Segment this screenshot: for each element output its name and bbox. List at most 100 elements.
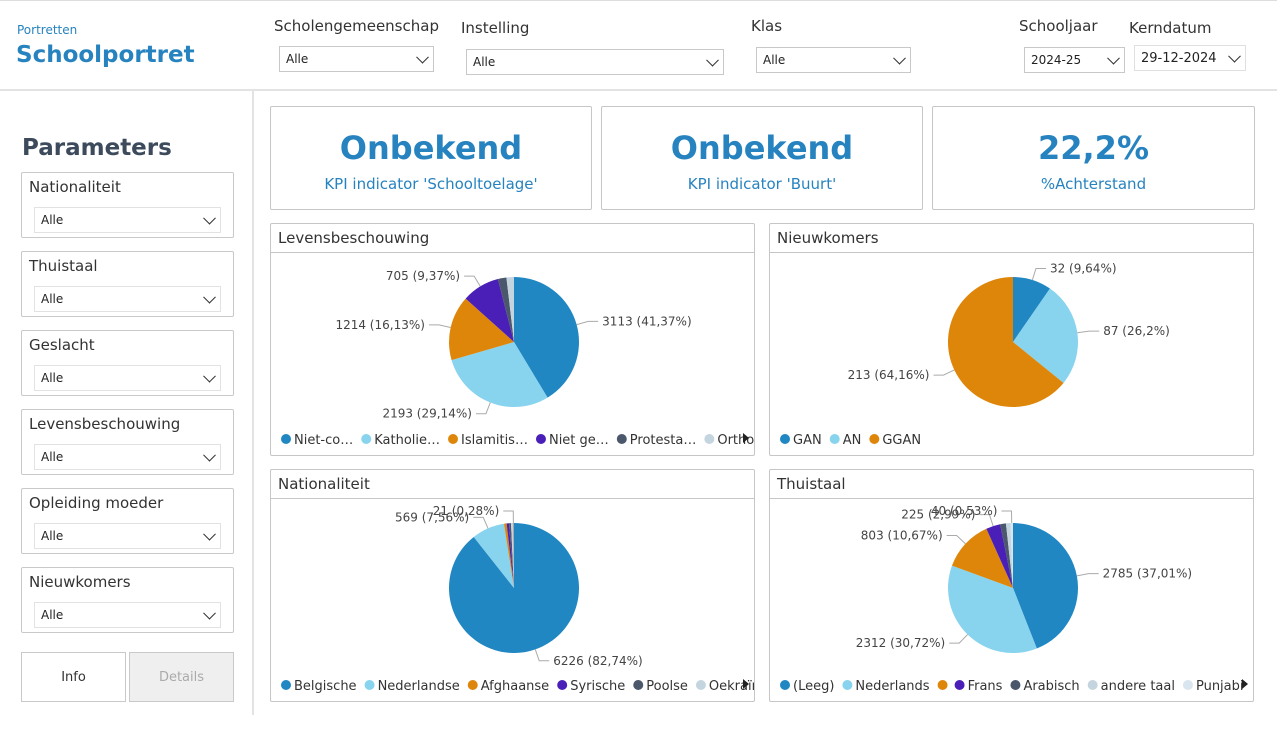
chevron-icon <box>203 369 216 383</box>
pie-slice <box>508 523 514 588</box>
legend-next-icon[interactable] <box>743 679 749 689</box>
filter-label: Schooljaar <box>1019 17 1098 35</box>
dropdown-value: 29-12-2024 <box>1141 50 1217 66</box>
leader-line <box>464 275 481 287</box>
pie-slice <box>473 523 514 588</box>
legend-label: andere taal <box>1101 679 1175 694</box>
legend-marker <box>364 680 375 690</box>
legend-marker <box>467 680 478 690</box>
legend-label: Islamitis… <box>461 433 528 448</box>
legend-label: Syrische <box>570 679 625 694</box>
pie-slice <box>504 523 514 588</box>
kpi-card: Onbekend KPI indicator 'Schooltoelage' <box>270 106 592 210</box>
data-label: 2785 (37,01%) <box>1103 567 1192 581</box>
legend-label: Niet-co… <box>294 433 353 448</box>
legend-label: Poolse <box>646 679 688 694</box>
legend-marker <box>633 680 644 690</box>
data-label: 2312 (30,72%) <box>856 636 945 650</box>
legend-label: Katholie… <box>374 433 440 448</box>
filter-label: Instelling <box>461 19 530 37</box>
legend-label: Protesta… <box>630 433 697 448</box>
chevron-icon <box>1228 49 1241 63</box>
leader-line <box>503 510 514 524</box>
chart-title: Nieuwkomers <box>777 229 879 247</box>
filter-label: Scholengemeenschap <box>274 17 439 35</box>
dropdown[interactable]: Alle <box>756 47 911 73</box>
chart-title: Nationaliteit <box>278 475 370 493</box>
leader-line <box>428 324 451 328</box>
dropdown[interactable]: 2024-25 <box>1024 47 1125 73</box>
dropdown-value: Alle <box>763 53 786 67</box>
dropdown-value: Alle <box>41 608 64 622</box>
leader-line <box>1031 268 1046 281</box>
kpi-label: KPI indicator 'Buurt' <box>687 175 837 193</box>
legend-label: AN <box>843 433 862 448</box>
legend-label: Niet ge… <box>549 433 609 448</box>
legend-label: GGAN <box>882 433 921 448</box>
leader-line <box>1076 573 1099 577</box>
dropdown[interactable]: Alle <box>34 444 221 470</box>
pie-slice <box>511 523 514 588</box>
legend-label: Belgische <box>294 679 357 694</box>
dropdown[interactable]: Alle <box>34 207 221 233</box>
dropdown[interactable]: Alle <box>34 286 221 312</box>
leader-line <box>534 649 550 662</box>
legend-marker <box>1087 680 1098 690</box>
chart-header-line <box>271 498 754 499</box>
dropdown-value: 2024-25 <box>1031 53 1082 67</box>
legend-marker <box>281 434 291 444</box>
leader-line <box>946 535 966 545</box>
parameter-label: Geslacht <box>29 336 95 354</box>
pie-chart: 6226 (82,74%) 569 (7,56%)21 (0,28%) Belgis… <box>281 504 754 694</box>
pie-slice <box>948 565 1037 653</box>
data-label: 6226 (82,74%) <box>553 654 642 668</box>
legend-marker <box>361 434 372 444</box>
parameter-box: Nationaliteit Alle <box>21 172 234 238</box>
legend-next-icon[interactable] <box>1242 679 1248 689</box>
button[interactable]: Details <box>129 652 234 702</box>
pie-slice <box>449 298 514 361</box>
legend-marker <box>535 434 546 444</box>
chevron-icon <box>416 50 429 64</box>
legend-marker <box>842 680 853 690</box>
legend-marker <box>695 680 706 690</box>
dropdown-value: Alle <box>41 529 64 543</box>
dropdown[interactable]: Alle <box>34 602 221 628</box>
data-label: 2193 (29,14%) <box>382 407 471 421</box>
pie-chart: 32 (9,64%) 87 (26,2%) 213 (64,16%) GAN AN GGA… <box>780 262 1170 448</box>
dropdown-value: Alle <box>473 55 496 69</box>
button[interactable]: Info <box>21 652 126 702</box>
legend-label: GAN <box>793 433 822 448</box>
dropdown[interactable]: Alle <box>466 49 724 75</box>
side-divider <box>252 91 254 715</box>
filter-label: Kerndatum <box>1129 19 1212 37</box>
legend-label: Afghaanse <box>481 679 549 694</box>
chevron-icon <box>893 51 906 65</box>
chart-title: Thuistaal <box>777 475 846 493</box>
pie-slice <box>951 528 1013 588</box>
dropdown[interactable]: Alle <box>34 365 221 391</box>
parameters-title: Parameters <box>22 135 172 161</box>
chevron-icon <box>203 211 216 225</box>
parameter-label: Levensbeschouwing <box>29 415 181 433</box>
data-label: 32 (9,64%) <box>1050 262 1117 276</box>
dropdown[interactable]: Alle <box>34 523 221 549</box>
chart-header-line <box>770 498 1253 499</box>
legend-next-icon[interactable] <box>743 433 749 443</box>
pie-slice <box>948 277 1064 407</box>
kpi-label: %Achterstand <box>1040 175 1147 193</box>
top-border <box>0 0 1277 1</box>
chart-header-line <box>271 252 754 253</box>
chart-card: Nationaliteit 6226 (82,74%) 569 (7,56%) 21 … <box>270 469 755 702</box>
dropdown[interactable]: Alle <box>279 46 434 72</box>
pie-slice <box>1005 523 1013 588</box>
legend-label: Frans <box>968 679 1003 694</box>
dropdown[interactable]: 29-12-2024 <box>1134 45 1246 71</box>
legend-label: Nederlandse <box>378 679 460 694</box>
legend-marker <box>557 680 568 690</box>
chevron-icon <box>203 290 216 304</box>
kpi-value: 22,2% <box>1037 129 1149 167</box>
leader-line <box>1001 510 1013 524</box>
legend-label: (Leeg) <box>793 679 834 694</box>
legend-label: Nederlands <box>855 679 929 694</box>
